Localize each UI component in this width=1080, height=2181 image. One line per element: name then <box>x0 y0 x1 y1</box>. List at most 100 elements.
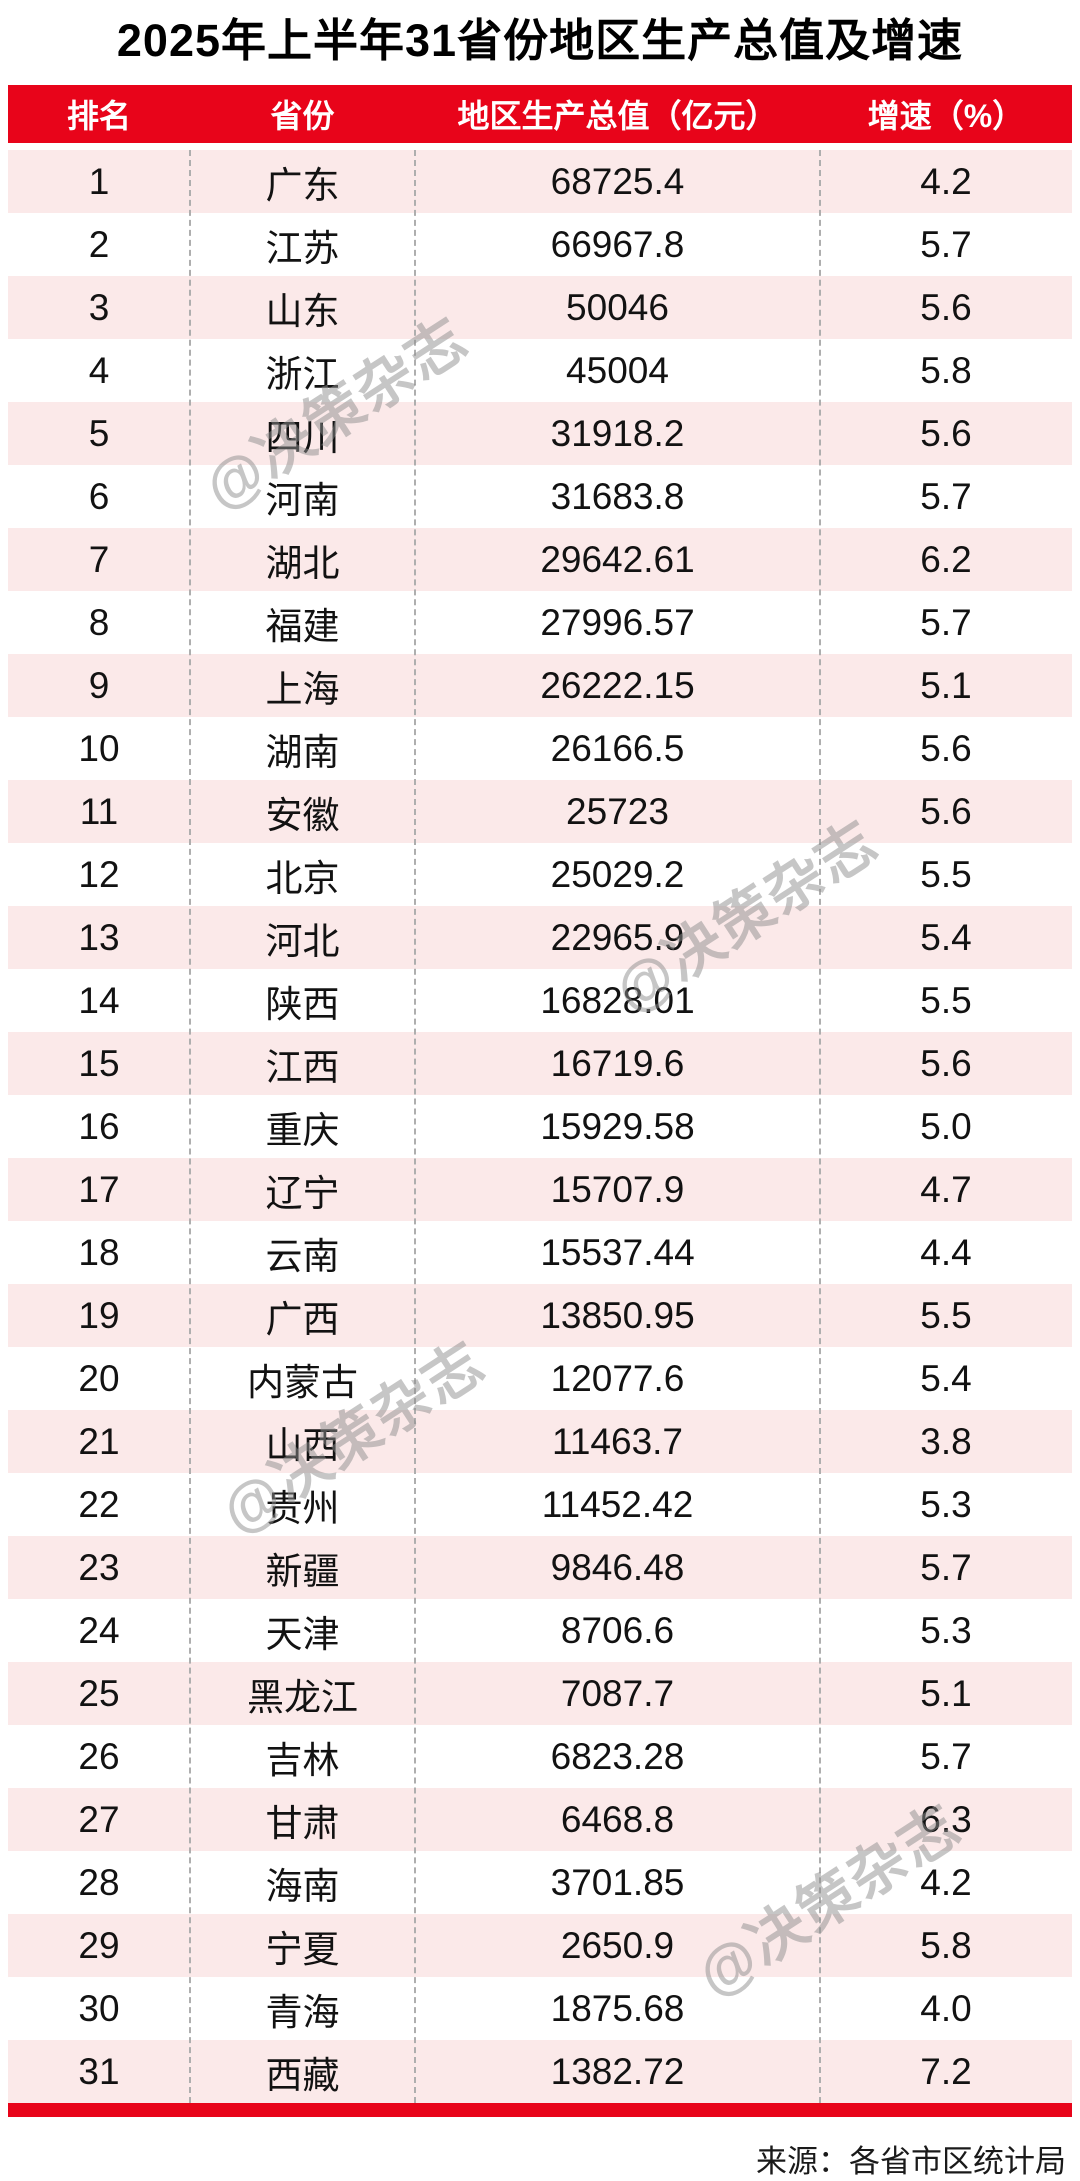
cell-province: 内蒙古 <box>247 1361 358 1403</box>
cell-rank: 4 <box>88 349 110 391</box>
cell-growth: 5.8 <box>920 1924 972 1966</box>
cell-gdp: 9846.48 <box>550 1546 685 1588</box>
cell-rank: 19 <box>78 1294 120 1336</box>
gdp-table: 排名 省份 地区生产总值（亿元） 增速（%） 1 广东 68725.4 4.2 … <box>8 85 1072 2103</box>
cell-growth: 5.6 <box>920 286 972 328</box>
cell-rank: 6 <box>88 475 110 517</box>
cell-province: 吉林 <box>265 1739 340 1781</box>
table-header-row: 排名 省份 地区生产总值（亿元） 增速（%） <box>8 85 1072 143</box>
cell-growth: 5.6 <box>920 727 972 769</box>
cell-rank: 30 <box>78 1987 120 2029</box>
cell-growth: 5.5 <box>920 979 972 1021</box>
cell-growth: 5.4 <box>920 916 972 958</box>
table-row: 31 西藏 1382.72 7.2 <box>8 2040 1072 2103</box>
table-row: 28 海南 3701.85 4.2 <box>8 1851 1072 1914</box>
column-divider <box>189 150 191 2103</box>
table-row: 6 河南 31683.8 5.7 <box>8 465 1072 528</box>
cell-gdp: 26222.15 <box>540 664 695 706</box>
cell-growth: 5.3 <box>920 1609 972 1651</box>
cell-rank: 3 <box>88 286 110 328</box>
cell-rank: 29 <box>78 1924 120 1966</box>
cell-gdp: 3701.85 <box>550 1861 685 1903</box>
table-row: 19 广西 13850.95 5.5 <box>8 1284 1072 1347</box>
cell-growth: 5.7 <box>920 601 972 643</box>
cell-gdp: 8706.6 <box>560 1609 675 1651</box>
cell-gdp: 68725.4 <box>550 160 685 202</box>
cell-growth: 6.2 <box>920 538 972 580</box>
cell-gdp: 12077.6 <box>550 1357 685 1399</box>
cell-rank: 16 <box>78 1105 120 1147</box>
cell-gdp: 1382.72 <box>550 2050 685 2092</box>
cell-province: 上海 <box>265 668 340 710</box>
header-rank: 排名 <box>66 98 131 134</box>
cell-gdp: 15929.58 <box>540 1105 695 1147</box>
cell-rank: 28 <box>78 1861 120 1903</box>
cell-gdp: 25029.2 <box>550 853 685 895</box>
table-row: 3 山东 50046 5.6 <box>8 276 1072 339</box>
cell-province: 陕西 <box>265 983 340 1025</box>
cell-rank: 26 <box>78 1735 120 1777</box>
cell-province: 贵州 <box>265 1487 340 1529</box>
cell-gdp: 13850.95 <box>540 1294 695 1336</box>
cell-gdp: 27996.57 <box>540 601 695 643</box>
cell-gdp: 31918.2 <box>550 412 685 454</box>
cell-gdp: 66967.8 <box>550 223 685 265</box>
cell-growth: 4.2 <box>920 1861 972 1903</box>
table-row: 14 陕西 16828.01 5.5 <box>8 969 1072 1032</box>
column-divider <box>414 150 416 2103</box>
cell-growth: 5.8 <box>920 349 972 391</box>
cell-gdp: 26166.5 <box>550 727 685 769</box>
table-row: 21 山西 11463.7 3.8 <box>8 1410 1072 1473</box>
cell-province: 江西 <box>265 1046 340 1088</box>
cell-rank: 9 <box>88 664 110 706</box>
cell-growth: 6.3 <box>920 1798 972 1840</box>
table-row: 20 内蒙古 12077.6 5.4 <box>8 1347 1072 1410</box>
column-divider <box>819 150 821 2103</box>
cell-growth: 5.7 <box>920 1546 972 1588</box>
cell-rank: 12 <box>78 853 120 895</box>
cell-rank: 2 <box>88 223 110 265</box>
cell-rank: 15 <box>78 1042 120 1084</box>
cell-province: 福建 <box>265 605 340 647</box>
cell-province: 浙江 <box>265 353 340 395</box>
table-row: 11 安徽 25723 5.6 <box>8 780 1072 843</box>
table-body: 1 广东 68725.4 4.2 2 江苏 66967.8 5.7 3 山东 5… <box>8 150 1072 2103</box>
table-row: 8 福建 27996.57 5.7 <box>8 591 1072 654</box>
cell-rank: 23 <box>78 1546 120 1588</box>
cell-rank: 22 <box>78 1483 120 1525</box>
cell-province: 黑龙江 <box>247 1676 358 1718</box>
cell-rank: 31 <box>78 2050 120 2092</box>
cell-growth: 5.7 <box>920 223 972 265</box>
cell-gdp: 6823.28 <box>550 1735 685 1777</box>
table-row: 26 吉林 6823.28 5.7 <box>8 1725 1072 1788</box>
cell-province: 广西 <box>265 1298 340 1340</box>
cell-rank: 27 <box>78 1798 120 1840</box>
cell-gdp: 15537.44 <box>540 1231 695 1273</box>
cell-province: 辽宁 <box>265 1172 340 1214</box>
table-row: 23 新疆 9846.48 5.7 <box>8 1536 1072 1599</box>
cell-province: 新疆 <box>265 1550 340 1592</box>
cell-growth: 4.4 <box>920 1231 972 1273</box>
cell-rank: 7 <box>88 538 110 580</box>
cell-rank: 20 <box>78 1357 120 1399</box>
cell-growth: 5.7 <box>920 1735 972 1777</box>
cell-rank: 18 <box>78 1231 120 1273</box>
table-row: 22 贵州 11452.42 5.3 <box>8 1473 1072 1536</box>
table-row: 2 江苏 66967.8 5.7 <box>8 213 1072 276</box>
cell-rank: 21 <box>78 1420 120 1462</box>
cell-province: 江苏 <box>265 227 340 269</box>
cell-province: 天津 <box>265 1613 340 1655</box>
cell-province: 河南 <box>265 479 340 521</box>
cell-gdp: 7087.7 <box>560 1672 675 1714</box>
source-note: 来源：各省市区统计局 <box>756 2144 1066 2179</box>
table-row: 25 黑龙江 7087.7 5.1 <box>8 1662 1072 1725</box>
cell-province: 海南 <box>265 1865 340 1907</box>
cell-growth: 4.7 <box>920 1168 972 1210</box>
cell-gdp: 6468.8 <box>560 1798 675 1840</box>
cell-province: 广东 <box>265 164 340 206</box>
cell-gdp: 45004 <box>566 349 669 391</box>
cell-growth: 5.6 <box>920 412 972 454</box>
table-row: 24 天津 8706.6 5.3 <box>8 1599 1072 1662</box>
cell-province: 湖北 <box>265 542 340 584</box>
page-title: 2025年上半年31省份地区生产总值及增速 <box>116 15 964 66</box>
